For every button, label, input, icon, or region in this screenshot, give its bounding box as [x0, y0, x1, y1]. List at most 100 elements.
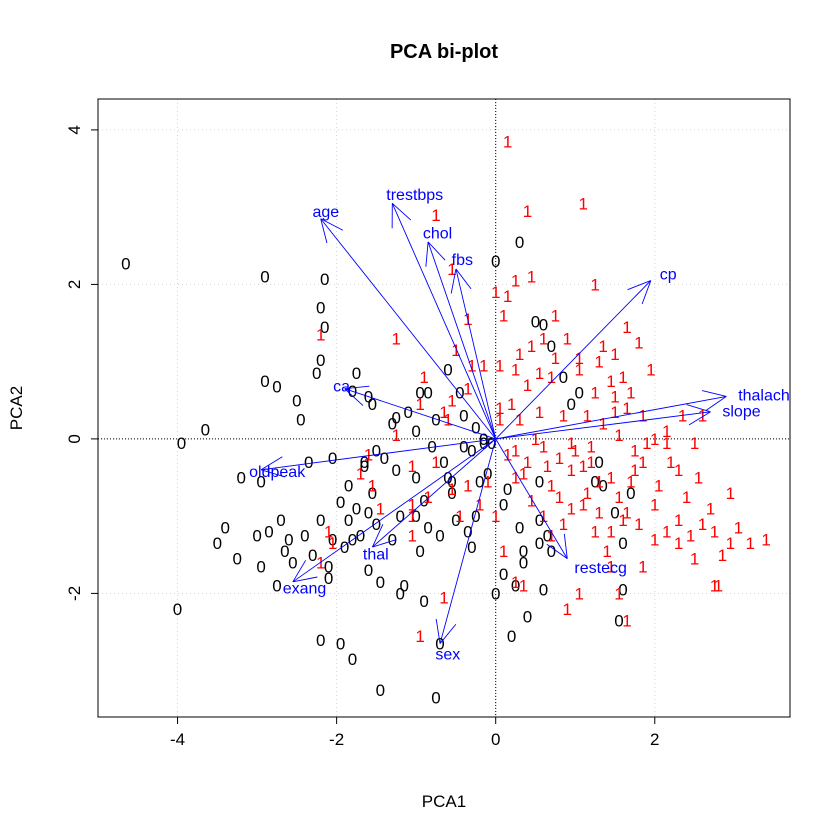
loading-vector-oldpeak: oldpeak	[249, 438, 496, 481]
data-point-group-0: 0	[547, 542, 556, 561]
data-point-group-1: 1	[710, 523, 719, 542]
data-point-group-1: 1	[455, 507, 464, 526]
data-point-group-1: 1	[555, 449, 564, 468]
data-point-group-1: 1	[694, 469, 703, 488]
data-point-group-0: 0	[272, 577, 281, 596]
data-point-group-0: 0	[423, 384, 432, 403]
data-point-group-1: 1	[491, 283, 500, 302]
data-point-group-0: 0	[519, 542, 528, 561]
data-point-group-1: 1	[407, 496, 416, 515]
data-point-group-1: 1	[614, 426, 623, 445]
data-point-group-1: 1	[519, 465, 528, 484]
data-point-group-0: 0	[300, 526, 309, 545]
arrowhead-stroke	[686, 404, 711, 413]
data-point-group-1: 1	[578, 194, 587, 213]
data-point-group-0: 0	[499, 496, 508, 515]
data-point-group-1: 1	[678, 407, 687, 426]
data-point-group-1: 1	[598, 414, 607, 433]
vector-label: exang	[283, 581, 327, 598]
vector-line	[372, 438, 496, 548]
data-point-group-1: 1	[511, 360, 520, 379]
data-point-group-1: 1	[567, 461, 576, 480]
data-point-group-1: 1	[483, 472, 492, 491]
data-point-group-1: 1	[523, 202, 532, 221]
data-point-group-0: 0	[352, 364, 361, 383]
vector-label: sex	[435, 646, 460, 663]
data-point-group-0: 0	[336, 635, 345, 654]
data-point-group-1: 1	[761, 530, 770, 549]
data-point-group-1: 1	[686, 526, 695, 545]
data-point-group-0: 0	[443, 360, 452, 379]
plot-frame	[97, 98, 791, 718]
data-point-group-0: 0	[352, 499, 361, 518]
data-point-group-0: 0	[515, 233, 524, 252]
data-point-group-1: 1	[407, 507, 416, 526]
arrowhead-stroke	[372, 524, 384, 548]
data-point-group-0: 0	[344, 476, 353, 495]
data-point-group-1: 1	[443, 411, 452, 430]
data-point-group-0: 0	[431, 689, 440, 708]
data-point-group-1: 1	[594, 353, 603, 372]
y-tick-label: -2	[65, 586, 84, 601]
data-point-group-1: 1	[690, 550, 699, 569]
data-point-group-1: 1	[415, 627, 424, 646]
data-point-group-1: 1	[539, 438, 548, 457]
data-point-group-1: 1	[499, 542, 508, 561]
vector-label: ca	[333, 379, 350, 396]
data-point-group-0: 0	[491, 252, 500, 271]
vector-line	[495, 280, 652, 440]
data-point-group-0: 0	[121, 255, 130, 274]
data-point-group-1: 1	[527, 492, 536, 511]
data-point-group-1: 1	[610, 345, 619, 364]
arrowhead-stroke	[563, 533, 568, 559]
data-point-group-0: 0	[376, 573, 385, 592]
data-point-group-1: 1	[734, 519, 743, 538]
vector-label: age	[312, 204, 339, 221]
y-axis-title: PCA2	[7, 386, 26, 430]
vector-label: chol	[423, 225, 452, 242]
data-point-group-0: 0	[320, 270, 329, 289]
data-point-group-1: 1	[559, 407, 568, 426]
data-point-group-1: 1	[503, 445, 512, 464]
data-point-group-1: 1	[535, 364, 544, 383]
data-point-group-1: 1	[547, 526, 556, 545]
data-point-group-1: 1	[710, 577, 719, 596]
data-point-group-0: 0	[276, 511, 285, 530]
data-point-group-0: 0	[328, 530, 337, 549]
data-point-group-1: 1	[392, 426, 401, 445]
data-point-group-0: 0	[403, 403, 412, 422]
arrowhead-stroke	[701, 390, 727, 397]
data-point-group-1: 1	[706, 499, 715, 518]
vector-line	[320, 218, 497, 440]
data-point-group-0: 0	[232, 550, 241, 569]
arrowhead-stroke	[435, 618, 441, 644]
data-point-group-0: 0	[515, 519, 524, 538]
arrowhead-stroke	[450, 268, 457, 294]
loading-vector-age: age	[312, 204, 497, 440]
data-point-group-1: 1	[674, 461, 683, 480]
data-point-group-1: 1	[447, 260, 456, 279]
data-point-group-0: 0	[574, 384, 583, 403]
data-point-group-1: 1	[610, 387, 619, 406]
loading-vector-thal: thal	[363, 438, 496, 564]
data-point-group-1: 1	[622, 503, 631, 522]
vector-line	[427, 241, 497, 440]
data-point-group-0: 0	[256, 557, 265, 576]
data-point-group-1: 1	[650, 496, 659, 515]
y-tick-label: 0	[65, 434, 84, 443]
data-point-group-0: 0	[618, 581, 627, 600]
data-point-group-1: 1	[567, 499, 576, 518]
data-point-group-0: 0	[272, 377, 281, 396]
arrowhead-stroke	[260, 469, 286, 478]
data-point-group-0: 0	[221, 519, 230, 538]
data-point-group-1: 1	[626, 472, 635, 491]
data-point-group-1: 1	[626, 384, 635, 403]
vector-label: restecg	[574, 560, 626, 577]
data-point-group-1: 1	[682, 488, 691, 507]
data-point-group-0: 0	[388, 530, 397, 549]
loading-vector-cp: cp	[495, 266, 677, 440]
x-tick-label: 2	[650, 730, 659, 749]
data-point-group-1: 1	[495, 357, 504, 376]
